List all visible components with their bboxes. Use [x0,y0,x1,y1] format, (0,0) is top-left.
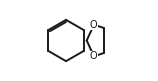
Text: O: O [89,20,97,30]
Text: O: O [89,51,97,61]
